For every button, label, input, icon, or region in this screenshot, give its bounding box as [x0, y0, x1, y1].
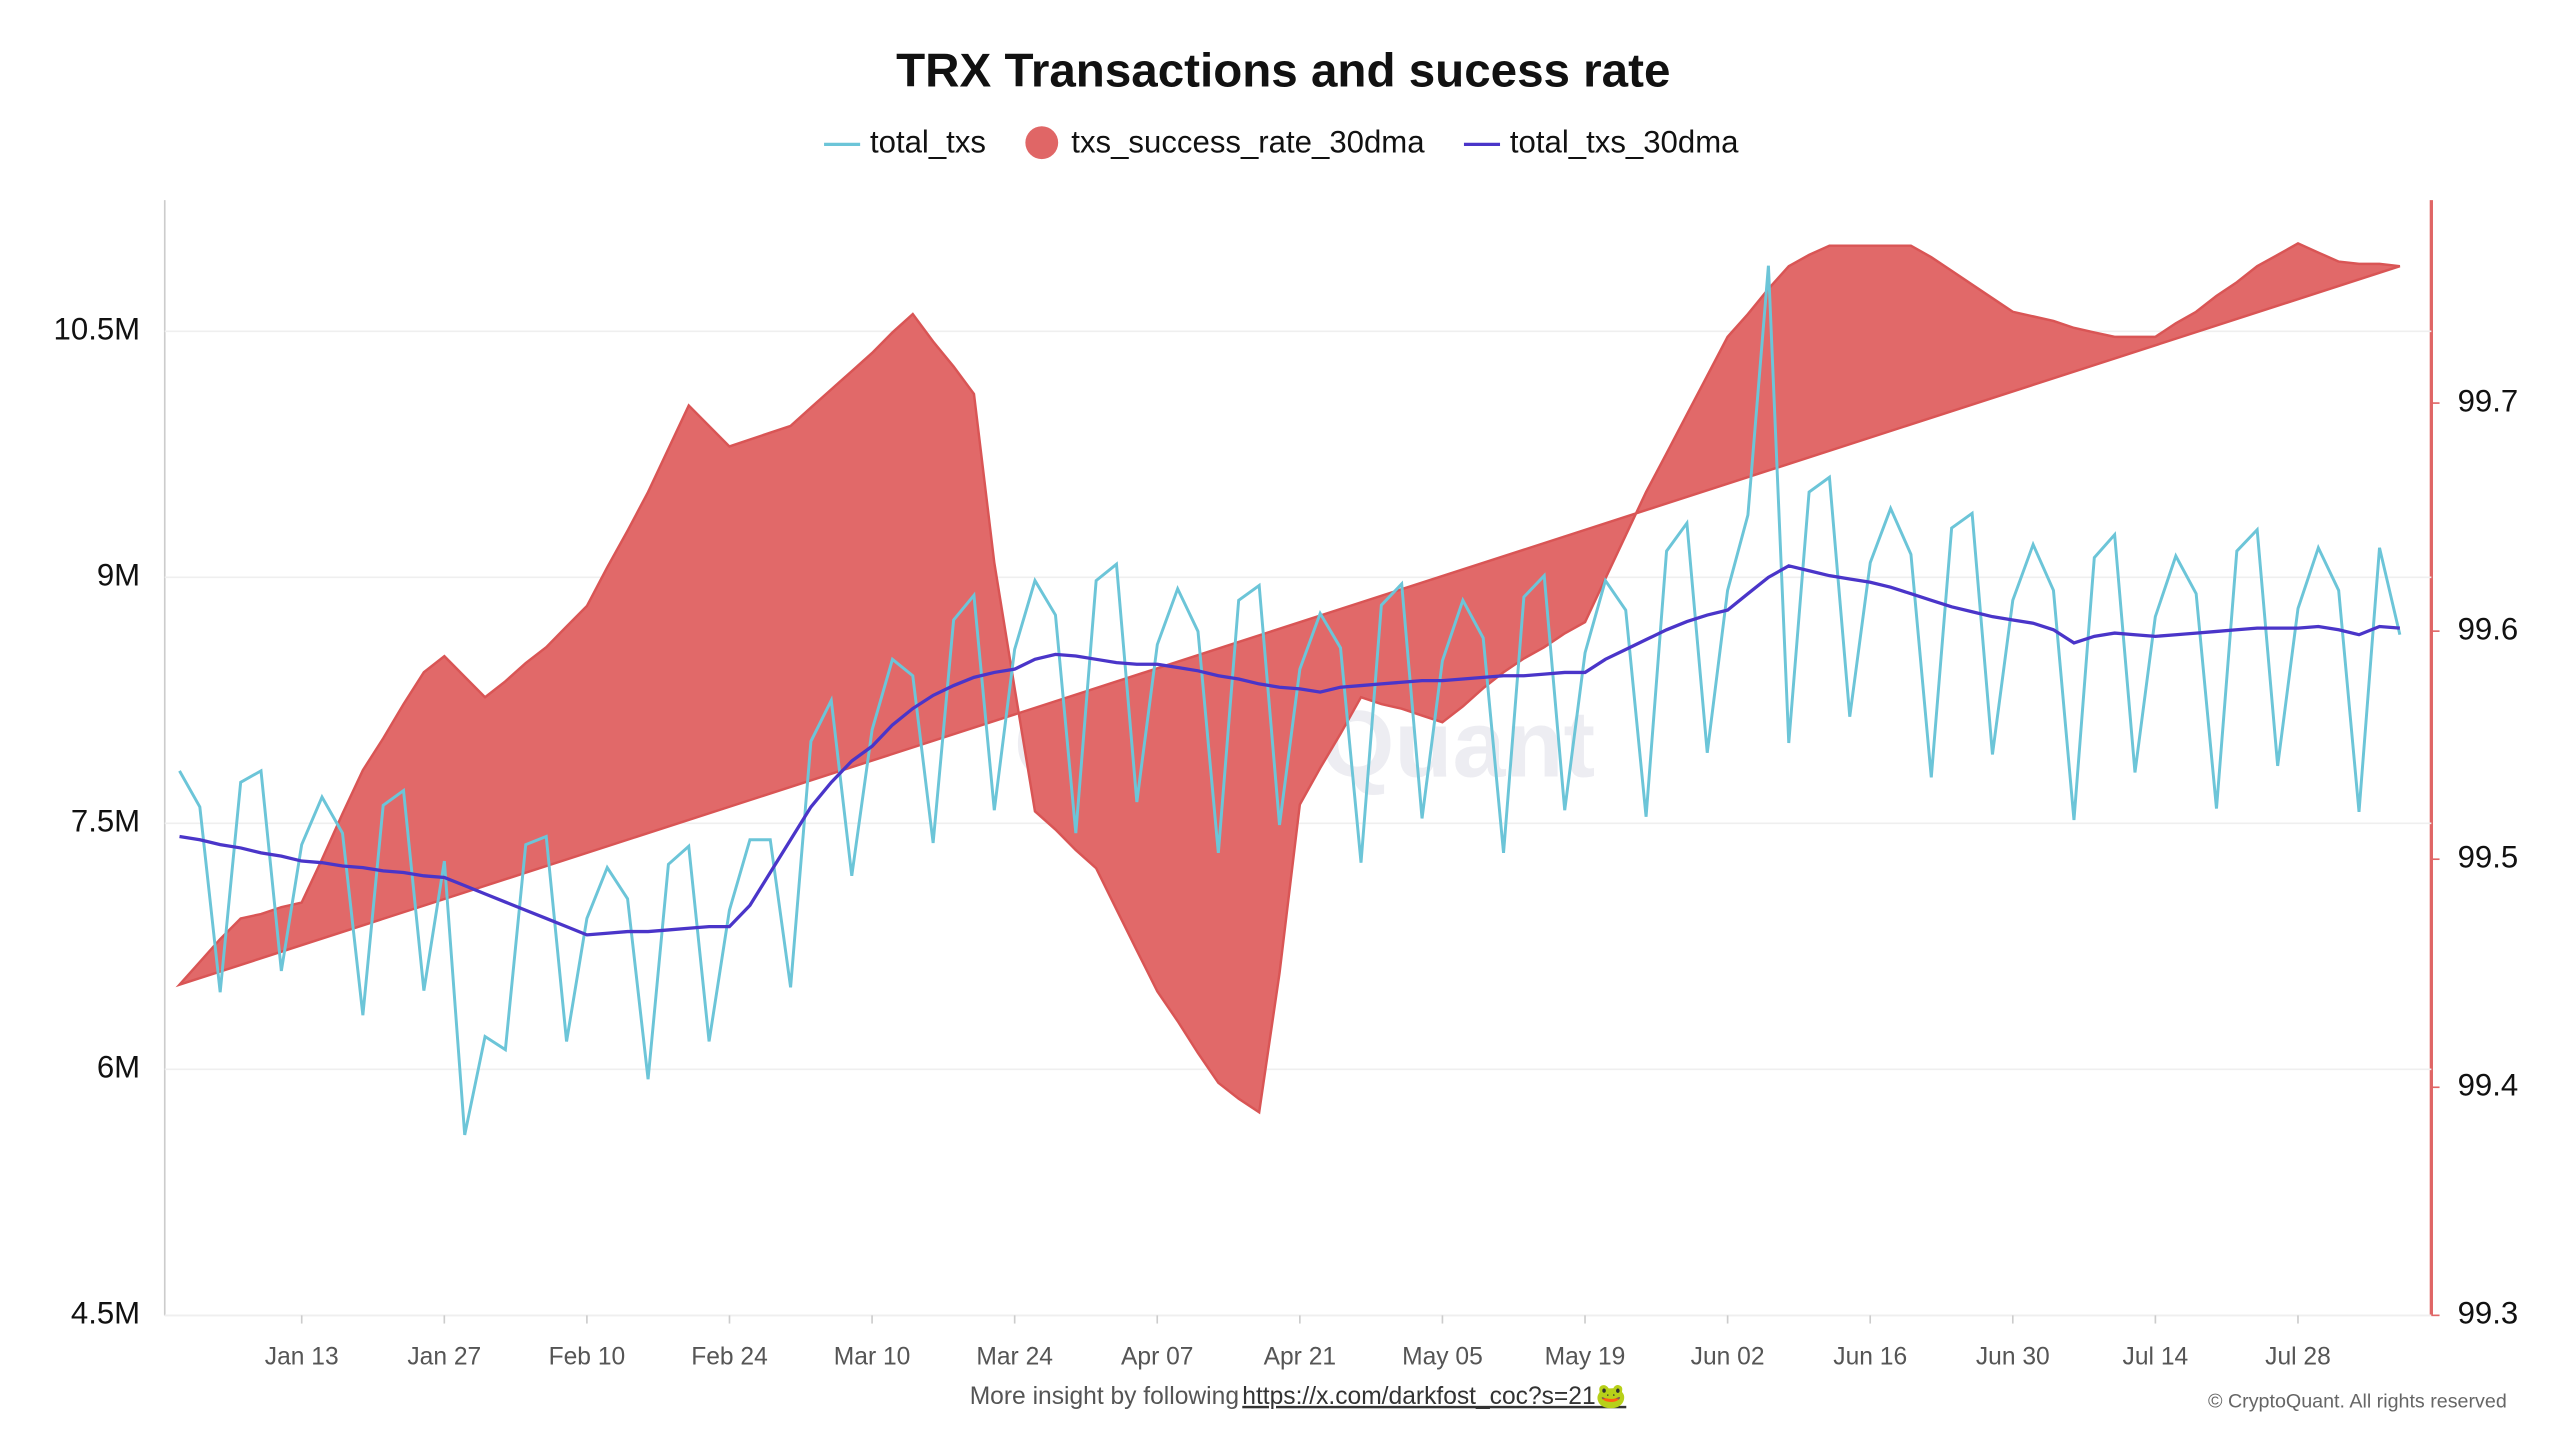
y-tick-label: 9M [97, 558, 140, 593]
legend-label: total_txs [870, 125, 986, 160]
y-tick-label: 7.5M [71, 804, 140, 839]
x-tick-label: May 05 [1402, 1343, 1483, 1370]
y2-tick-label: 99.3 [2458, 1296, 2519, 1331]
x-tick-label: Jul 28 [2265, 1343, 2331, 1370]
x-tick-label: Feb 10 [549, 1343, 626, 1370]
y2-tick-label: 99.5 [2458, 839, 2519, 874]
x-tick-label: Feb 24 [691, 1343, 768, 1370]
legend: total_txs txs_success_rate_30dma total_txs… [824, 125, 1739, 160]
line [178, 265, 2402, 1136]
x-tick-label: Jun 30 [1976, 1343, 2050, 1370]
y-tick-label: 6M [97, 1050, 140, 1085]
x-tick-label: Jul 14 [2123, 1343, 2189, 1370]
y2-tick-label: 99.6 [2458, 611, 2519, 646]
y-tick-label: 10.5M [54, 312, 141, 347]
legend-label: total_txs_30dma [1510, 125, 1739, 160]
copyright: © CryptoQuant. All rights reserved [2208, 1390, 2507, 1412]
x-tick-label: Apr 21 [1264, 1343, 1336, 1370]
x-tick-label: Jan 13 [265, 1343, 339, 1370]
line [179, 564, 2400, 937]
legend-swatch [1025, 126, 1059, 160]
y2-tick-label: 99.7 [2458, 383, 2519, 418]
area [175, 242, 2401, 1115]
y-tick-label: 4.5M [71, 1296, 140, 1331]
x-tick-label: Mar 10 [834, 1343, 911, 1370]
x-tick-label: Jun 02 [1691, 1343, 1765, 1370]
footer-text: More insight by following [970, 1383, 1239, 1410]
x-tick-label: Jun 16 [1833, 1343, 1907, 1370]
x-tick-label: Apr 07 [1121, 1343, 1193, 1370]
x-tick-label: Jan 27 [407, 1343, 481, 1370]
chart-title: TRX Transactions and sucess rate [896, 44, 1670, 97]
x-tick-label: May 19 [1545, 1343, 1626, 1370]
y2-tick-label: 99.4 [2458, 1068, 2519, 1103]
footer-link[interactable]: https://x.com/darkfost_coc?s=21🐸 [1242, 1383, 1626, 1410]
legend-label: txs_success_rate_30dma [1071, 125, 1425, 160]
x-tick-label: Mar 24 [976, 1343, 1053, 1370]
